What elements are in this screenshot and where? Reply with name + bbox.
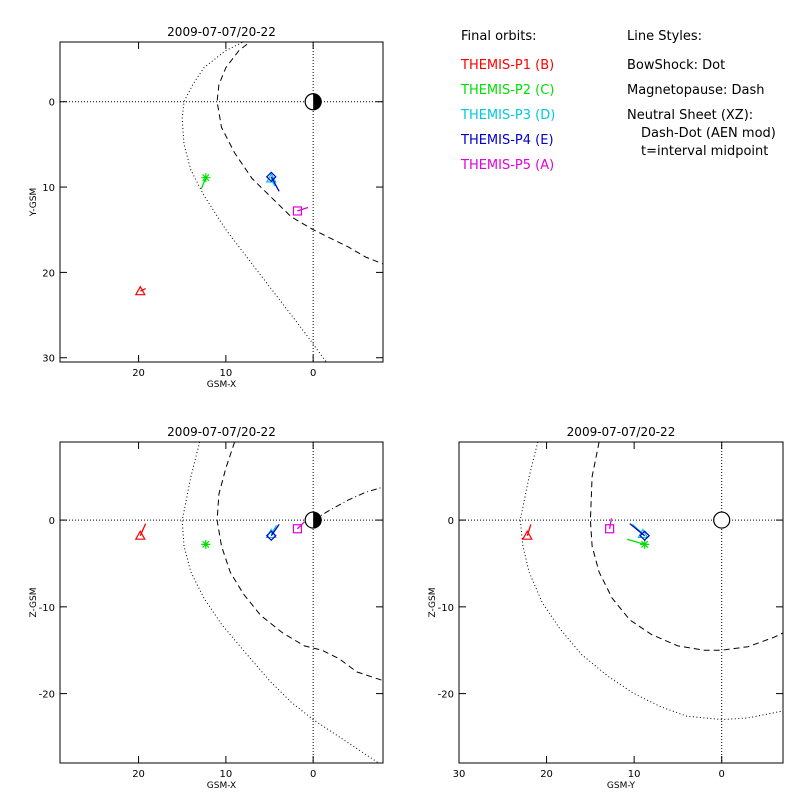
panel-xy-ytick-label: 0 xyxy=(49,98,55,109)
legend-orbit-p4: THEMIS-P4 (E) xyxy=(460,133,554,148)
panel-xy: 20 10 0 0 10 20 30 2009-07-07/20-22 GSM-X Y-GSM xyxy=(29,25,384,390)
panel-xy-marker-p5 xyxy=(292,206,309,216)
panel-xz-earth-icon xyxy=(304,511,322,529)
panel-yz-ytick-label: -20 xyxy=(438,690,454,701)
panel-xy-xlabel: GSM-X xyxy=(207,380,236,390)
legend-orbit-p1: THEMIS-P1 (B) xyxy=(460,58,554,73)
panel-yz-marker-p4 xyxy=(629,523,650,542)
panel-xy-marker-p2 xyxy=(200,173,211,190)
panel-xy-marker-p4 xyxy=(265,171,280,192)
panel-yz-magnetopause xyxy=(589,442,783,651)
panel-xz-bow-shock xyxy=(181,442,379,763)
panel-xz-marker-p1 xyxy=(134,523,147,540)
panel-xy-marker-p1 xyxy=(134,285,146,296)
panel-xz-marker-p4 xyxy=(265,524,280,542)
panel-xz-ticks: 20 10 0 0 -10 -20 xyxy=(39,442,383,780)
legend-orbit-p5: THEMIS-P5 (A) xyxy=(460,158,554,173)
panel-xz-xlabel: GSM-X xyxy=(207,781,236,791)
panel-xz-ytick-label: -20 xyxy=(39,690,55,701)
legend-orbits-heading: Final orbits: xyxy=(461,29,537,44)
panel-xy-track-p4 xyxy=(270,176,280,192)
panel-xy-earth-icon xyxy=(304,93,322,111)
panel-xy-track-p2 xyxy=(200,177,207,190)
legend-style-neutral-sheet: Neutral Sheet (XZ): xyxy=(627,108,753,123)
panel-xz-title: 2009-07-07/20-22 xyxy=(167,425,276,439)
panel-xz-track-p4 xyxy=(270,524,280,537)
panel-yz-ytick-label: -10 xyxy=(438,603,454,614)
panel-xy-title: 2009-07-07/20-22 xyxy=(167,25,276,39)
panel-xy-xtick-label: 0 xyxy=(310,368,316,379)
panel-yz-marker-p5 xyxy=(605,518,615,534)
panel-xy-ticks: 20 10 0 0 10 20 30 xyxy=(42,42,383,379)
legend-style-magnetopause: Magnetopause: Dash xyxy=(627,83,764,98)
panel-yz-ylabel: Z-GSM xyxy=(428,587,438,617)
panel-xy-plot-area xyxy=(60,42,383,362)
panel-xz-magnetopause xyxy=(216,442,383,682)
panel-yz-ticks: 30 20 10 0 0 -10 -20 xyxy=(438,442,783,780)
panel-yz-xtick-label: 0 xyxy=(719,769,725,780)
panel-yz-plot-area xyxy=(459,442,783,763)
panel-yz-xlabel: GSM-Y xyxy=(607,781,636,791)
legend-orbit-p2: THEMIS-P2 (C) xyxy=(460,83,554,98)
panel-yz-xtick-label: 30 xyxy=(453,769,466,780)
panel-yz-earth-icon xyxy=(713,511,731,529)
panel-xz-ylabel: Z-GSM xyxy=(29,587,39,617)
legend-styles-heading: Line Styles: xyxy=(627,29,702,44)
panel-yz-xtick-label: 10 xyxy=(628,769,641,780)
panel-yz-marker-p2 xyxy=(626,538,650,549)
panel-yz-ytick-label: 0 xyxy=(448,516,454,527)
legend-style-bowshock: BowShock: Dot xyxy=(627,58,725,73)
panel-xz-xtick-label: 10 xyxy=(219,769,232,780)
panel-yz-track-p2 xyxy=(626,538,645,546)
panel-xy-track-p1 xyxy=(140,288,146,292)
panel-xz-plot-area xyxy=(60,442,383,763)
panel-yz-frame xyxy=(458,441,784,764)
panel-xy-ytick-label: 10 xyxy=(42,183,55,194)
panel-yz-bow-shock xyxy=(519,442,783,721)
panel-xz-neutral-sheet xyxy=(312,486,383,521)
panel-xz-frame xyxy=(59,441,384,764)
panel-yz-track-p5 xyxy=(608,518,613,529)
panel-xz-xtick-label: 0 xyxy=(310,769,316,780)
panel-xz: 20 10 0 0 -10 -20 2009-07-07/20-22 GSM-X Z-GSM xyxy=(29,425,384,791)
legend-style-dash-dot: Dash-Dot (AEN mod) xyxy=(641,126,776,141)
panel-xz-track-p1 xyxy=(139,523,147,536)
panel-xy-magnetopause xyxy=(216,42,383,265)
panel-xz-marker-p2 xyxy=(201,539,211,549)
panel-xy-bow-shock xyxy=(181,42,327,362)
panel-yz: 30 20 10 0 0 -10 -20 2009-07-07/20-22 GSM-Y Z-GSM xyxy=(428,425,784,791)
legend-style-midpoint: t=interval midpoint xyxy=(641,144,768,159)
panel-xy-ylabel: Y-GSM xyxy=(29,188,39,217)
panel-xz-xtick-label: 20 xyxy=(132,769,145,780)
panel-yz-xtick-label: 20 xyxy=(540,769,553,780)
panel-xy-xtick-label: 20 xyxy=(132,368,145,379)
panel-xz-marker-p5 xyxy=(292,521,305,534)
legend-orbit-p3: THEMIS-P3 (D) xyxy=(460,108,555,123)
panel-xy-ytick-label: 20 xyxy=(42,268,55,279)
panel-yz-track-p1 xyxy=(526,524,532,536)
panel-xy-track-p5 xyxy=(297,206,309,212)
panel-xz-ytick-label: -10 xyxy=(39,603,55,614)
panel-xy-ytick-label: 30 xyxy=(42,354,55,365)
panel-yz-title: 2009-07-07/20-22 xyxy=(567,425,676,439)
panel-xy-xtick-label: 10 xyxy=(219,368,232,379)
panel-yz-marker-p1 xyxy=(521,524,533,540)
panel-xy-frame xyxy=(59,41,384,363)
panel-xz-ytick-label: 0 xyxy=(49,516,55,527)
legend: Final orbits: THEMIS-P1 (B) THEMIS-P2 (C… xyxy=(460,29,776,173)
